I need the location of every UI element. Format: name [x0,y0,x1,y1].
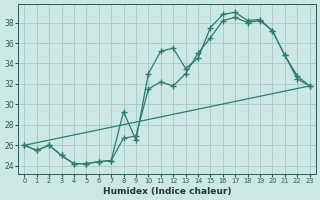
X-axis label: Humidex (Indice chaleur): Humidex (Indice chaleur) [103,187,231,196]
